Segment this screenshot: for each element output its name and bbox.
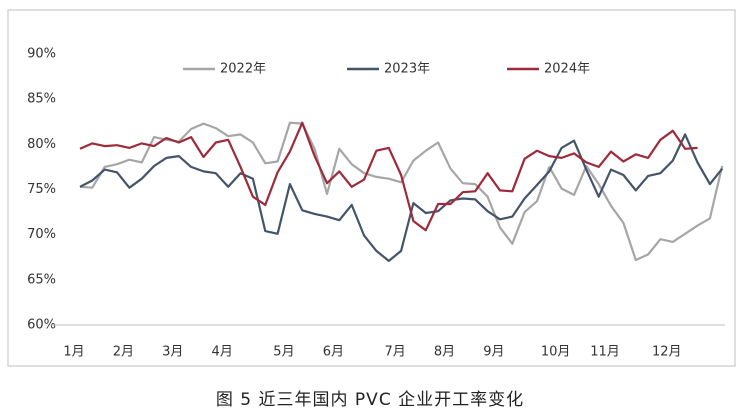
y-tick-label: 90%: [27, 47, 56, 62]
y-tick-label: 75%: [27, 182, 56, 197]
chart-caption: 图 5 近三年国内 PVC 企业开工率变化: [216, 390, 524, 410]
x-tick-label: 1月: [63, 345, 84, 360]
x-tick-label: 8月: [434, 345, 455, 360]
x-tick-label: 7月: [384, 345, 405, 360]
legend-label: 2023年: [384, 62, 430, 77]
y-tick-label: 70%: [27, 227, 56, 242]
y-tick-label: 65%: [27, 272, 56, 287]
x-tick-label: 4月: [212, 345, 233, 360]
x-tick-label: 10月: [541, 345, 571, 360]
chart-frame: [7, 9, 736, 367]
x-tick-label: 6月: [323, 345, 344, 360]
x-tick-label: 5月: [273, 345, 294, 360]
x-tick-label: 11月: [590, 345, 620, 360]
y-tick-label: 85%: [27, 92, 56, 107]
x-tick-label: 12月: [652, 345, 682, 360]
legend-label: 2022年: [220, 62, 266, 77]
x-tick-label: 9月: [483, 345, 504, 360]
y-tick-label: 60%: [27, 318, 56, 333]
legend-label: 2024年: [544, 62, 590, 77]
x-tick-label: 3月: [162, 345, 183, 360]
x-tick-label: 2月: [113, 345, 134, 360]
y-tick-label: 80%: [27, 137, 56, 152]
series-line: [79, 121, 698, 232]
series-line: [79, 121, 724, 262]
series-line: [79, 133, 724, 262]
